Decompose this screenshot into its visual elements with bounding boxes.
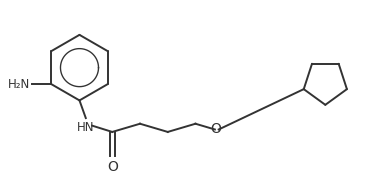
Text: O: O <box>107 160 118 174</box>
Text: HN: HN <box>77 121 95 134</box>
Text: H₂N: H₂N <box>8 78 30 90</box>
Text: O: O <box>210 122 221 137</box>
